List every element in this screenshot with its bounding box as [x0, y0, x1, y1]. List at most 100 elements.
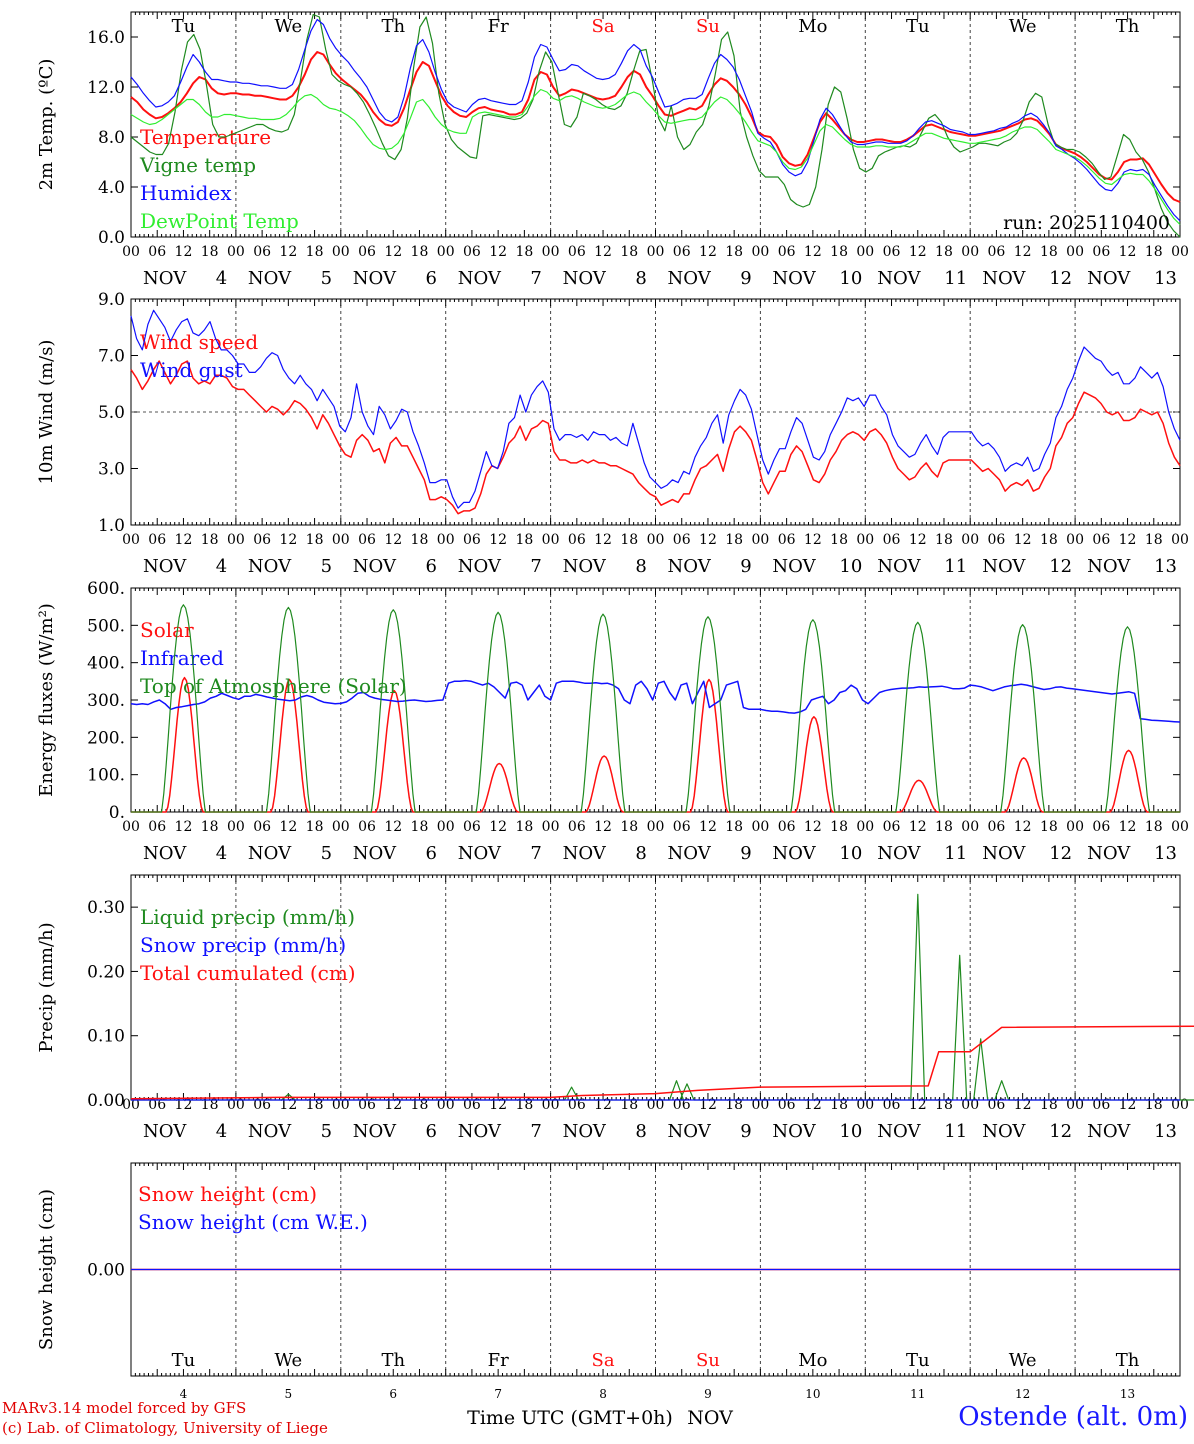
hour-label: 06 — [463, 819, 481, 835]
date-number: 11 — [910, 1387, 925, 1401]
hour-label: 06 — [568, 244, 586, 260]
month-label: NOV — [248, 1121, 292, 1142]
hour-label: 00 — [542, 819, 560, 835]
y-axis-label: Precip (mm/h) — [36, 922, 57, 1052]
y-tick-label: 5.0 — [98, 403, 125, 423]
weekday-label: We — [1009, 16, 1037, 37]
hour-label: 00 — [227, 1097, 245, 1113]
hour-label: 00 — [1066, 819, 1084, 835]
date-label: 6 — [426, 1121, 437, 1142]
date-label: 6 — [426, 268, 437, 289]
date-label: 4 — [216, 268, 227, 289]
date-label: 10 — [839, 1121, 862, 1142]
hour-label: 00 — [1171, 532, 1189, 548]
hour-label: 06 — [988, 532, 1006, 548]
hour-label: 00 — [332, 532, 350, 548]
hour-label: 12 — [175, 244, 193, 260]
hour-label: 18 — [830, 532, 848, 548]
month-label: NOV — [877, 1121, 921, 1142]
hour-label: 06 — [883, 1097, 901, 1113]
month-label: NOV — [772, 843, 816, 864]
weekday-label: Su — [696, 1350, 720, 1371]
hour-label: 06 — [148, 819, 166, 835]
month-label: NOV — [772, 556, 816, 577]
month-label: NOV — [353, 556, 397, 577]
hour-label: 12 — [279, 819, 297, 835]
month-label: NOV — [1087, 843, 1131, 864]
weekday-label: Sa — [592, 16, 615, 37]
month-label: NOV — [668, 1121, 712, 1142]
month-label: NOV — [877, 843, 921, 864]
hour-label: 00 — [961, 1097, 979, 1113]
date-label: 7 — [530, 268, 541, 289]
hour-label: 06 — [568, 819, 586, 835]
model-credit: MARv3.14 model forced by GFS — [2, 1399, 247, 1417]
hour-label: 06 — [253, 819, 271, 835]
month-label: NOV — [248, 268, 292, 289]
date-label: 6 — [426, 843, 437, 864]
y-tick-label: 500. — [87, 616, 125, 636]
hour-label: 18 — [1145, 532, 1163, 548]
hour-label: 00 — [751, 532, 769, 548]
hour-label: 06 — [778, 819, 796, 835]
hour-label: 00 — [542, 244, 560, 260]
hour-label: 18 — [515, 819, 533, 835]
hour-label: 12 — [1119, 1097, 1137, 1113]
legend-snow-height-cm-w-e-: Snow height (cm W.E.) — [138, 1210, 368, 1234]
date-label: 8 — [635, 1121, 646, 1142]
date-label: 7 — [530, 1121, 541, 1142]
legend-wind-speed: Wind speed — [140, 330, 258, 354]
hour-label: 18 — [201, 1097, 219, 1113]
station-label: Ostende (alt. 0m) — [958, 1402, 1188, 1432]
hour-label: 00 — [751, 819, 769, 835]
hour-label: 00 — [961, 532, 979, 548]
legend-humidex: Humidex — [140, 181, 232, 205]
date-label: 10 — [839, 556, 862, 577]
lab-credit: (c) Lab. of Climatology, University of L… — [2, 1419, 328, 1437]
hour-label: 18 — [830, 244, 848, 260]
date-label: 4 — [216, 1121, 227, 1142]
month-label: NOV — [1087, 556, 1131, 577]
month-label: NOV — [877, 556, 921, 577]
date-label: 10 — [839, 843, 862, 864]
date-number: 13 — [1120, 1387, 1135, 1401]
hour-label: 12 — [909, 819, 927, 835]
hour-label: 06 — [1092, 819, 1110, 835]
legend-snow-height-cm-: Snow height (cm) — [138, 1182, 317, 1206]
month-label: NOV — [668, 843, 712, 864]
hour-label: 00 — [332, 819, 350, 835]
date-label: 9 — [740, 843, 751, 864]
hour-label: 18 — [515, 532, 533, 548]
y-axis-label: Snow height (cm) — [36, 1189, 57, 1350]
hour-label: 06 — [1092, 1097, 1110, 1113]
month-label: NOV — [563, 1121, 607, 1142]
run-annotation: run: 2025110400 — [1003, 212, 1170, 234]
date-label: 8 — [635, 556, 646, 577]
time-axis-label: Time UTC (GMT+0h) — [467, 1407, 673, 1429]
hour-label: 12 — [1014, 532, 1032, 548]
hour-label: 12 — [1014, 244, 1032, 260]
hour-label: 00 — [856, 819, 874, 835]
hour-label: 18 — [411, 532, 429, 548]
hour-label: 12 — [279, 532, 297, 548]
hour-label: 12 — [489, 819, 507, 835]
month-label: NOV — [772, 1121, 816, 1142]
weekday-label: Th — [381, 16, 405, 37]
hour-label: 12 — [804, 532, 822, 548]
hour-label: 12 — [175, 532, 193, 548]
hour-label: 06 — [883, 819, 901, 835]
month-label: NOV — [458, 268, 502, 289]
month-label: NOV — [1087, 1121, 1131, 1142]
hour-label: 06 — [148, 532, 166, 548]
month-label: NOV — [458, 843, 502, 864]
hour-label: 12 — [804, 1097, 822, 1113]
hour-label: 18 — [1145, 244, 1163, 260]
hour-label: 00 — [122, 532, 140, 548]
panel-wind: 1.0 3.0 5.0 7.0 9.0 10m Wind (m/s) 00 06 12 18 NOV… — [36, 290, 1189, 577]
plot-frame — [130, 11, 1181, 238]
date-label: 12 — [1049, 843, 1072, 864]
series-wind-speed — [130, 360, 1181, 515]
y-axis-label: 2m Temp. (ºC) — [36, 59, 57, 191]
date-label: 6 — [426, 556, 437, 577]
hour-label: 18 — [935, 244, 953, 260]
